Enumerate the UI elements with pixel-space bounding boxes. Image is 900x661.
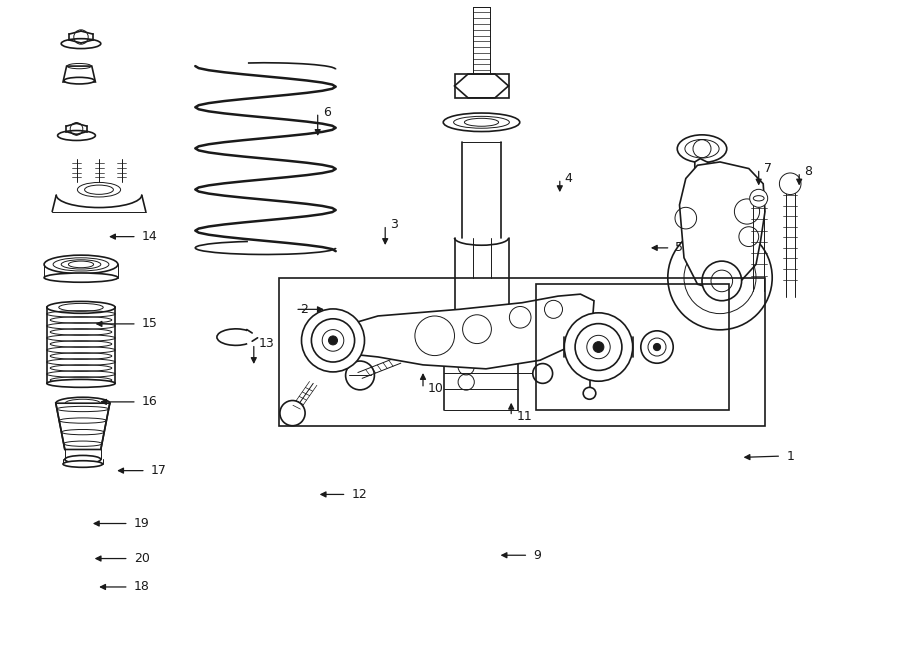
Circle shape	[415, 316, 454, 356]
Bar	[536, 284, 729, 410]
Circle shape	[346, 361, 374, 390]
Ellipse shape	[677, 135, 727, 163]
Ellipse shape	[47, 379, 115, 387]
Ellipse shape	[56, 397, 110, 409]
Ellipse shape	[65, 455, 101, 463]
Ellipse shape	[58, 131, 95, 141]
Text: 19: 19	[134, 517, 149, 530]
Circle shape	[564, 313, 633, 381]
Text: 1: 1	[787, 449, 794, 463]
Circle shape	[544, 300, 562, 319]
Ellipse shape	[44, 273, 118, 282]
Ellipse shape	[77, 182, 121, 197]
Text: 14: 14	[142, 230, 157, 243]
Ellipse shape	[64, 77, 94, 84]
Polygon shape	[63, 66, 95, 82]
Text: 20: 20	[134, 552, 149, 565]
Text: 10: 10	[428, 382, 444, 395]
Circle shape	[302, 309, 364, 372]
Text: 7: 7	[764, 162, 771, 175]
Ellipse shape	[443, 113, 520, 132]
Text: 18: 18	[134, 580, 149, 594]
Ellipse shape	[753, 196, 764, 201]
Circle shape	[750, 189, 768, 208]
Ellipse shape	[44, 255, 118, 274]
Polygon shape	[56, 403, 110, 449]
Circle shape	[702, 261, 742, 301]
Circle shape	[280, 401, 305, 426]
Polygon shape	[315, 294, 594, 369]
Circle shape	[533, 364, 553, 383]
Circle shape	[509, 307, 531, 328]
Circle shape	[593, 342, 604, 352]
Text: 13: 13	[259, 337, 274, 350]
Circle shape	[463, 315, 491, 344]
Circle shape	[779, 173, 801, 194]
Circle shape	[573, 340, 606, 373]
Circle shape	[641, 330, 673, 364]
Text: 15: 15	[142, 317, 157, 330]
Polygon shape	[695, 159, 760, 205]
Text: 11: 11	[517, 410, 532, 423]
Polygon shape	[454, 74, 508, 98]
Text: 17: 17	[151, 464, 166, 477]
Ellipse shape	[63, 461, 103, 467]
Circle shape	[328, 336, 338, 345]
Text: 12: 12	[352, 488, 367, 501]
Ellipse shape	[47, 301, 115, 313]
Text: 2: 2	[301, 303, 308, 316]
Text: 16: 16	[142, 395, 157, 408]
Ellipse shape	[583, 387, 596, 399]
Text: 4: 4	[565, 172, 572, 185]
Text: 6: 6	[323, 106, 330, 119]
Text: 8: 8	[805, 165, 812, 178]
Polygon shape	[680, 162, 765, 291]
Circle shape	[653, 344, 661, 350]
Circle shape	[668, 225, 772, 330]
Text: 3: 3	[391, 218, 398, 231]
Ellipse shape	[61, 38, 101, 48]
Bar	[279, 278, 765, 426]
Text: 5: 5	[676, 241, 683, 254]
Text: 9: 9	[534, 549, 541, 562]
Bar	[454, 74, 508, 98]
